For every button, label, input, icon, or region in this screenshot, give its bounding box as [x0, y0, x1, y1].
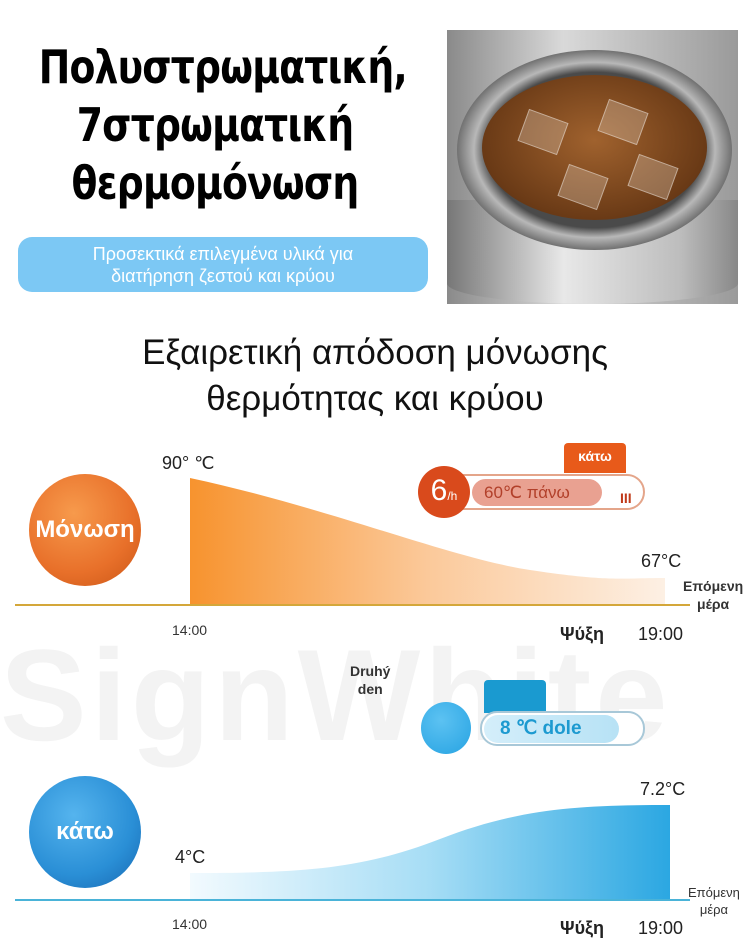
hot-end-temp: 67°C: [641, 551, 682, 571]
coffee-liquid: [482, 75, 707, 220]
pill-line: Προσεκτικά επιλεγμένα υλικά για: [92, 244, 354, 264]
cold-area-series: [190, 805, 670, 899]
circle-label: Μόνωση: [35, 516, 135, 543]
next-day-line: μέρα: [699, 902, 729, 917]
cold-end-time: 19:00: [638, 918, 684, 938]
second-day-label: Druhý den: [350, 662, 390, 698]
next-day-line: Επόμενη: [683, 578, 744, 594]
next-day-line: Επόμενη: [688, 885, 740, 900]
insulation-circle: Μόνωση: [29, 474, 141, 586]
title-line: 7στρωματική: [76, 98, 354, 152]
pill-line: διατήρηση ζεστού και κρύου: [111, 266, 335, 286]
rate-unit: /h: [447, 489, 458, 503]
cold-start-time: 14:00: [172, 916, 208, 932]
heading-line: θερμότητας και κρύου: [206, 379, 544, 418]
hot-start-time: 14:00: [172, 622, 208, 638]
title-line: Πολυστρωματική,: [38, 40, 408, 94]
cold-end-temp: 7.2°C: [640, 779, 686, 799]
cold-circle: κάτω: [29, 776, 141, 888]
hot-badge-pill: 60℃ πάνω III: [440, 474, 645, 510]
hot-end-time: 19:00: [638, 624, 684, 644]
day-line: den: [357, 681, 383, 697]
cold-badge-pill: 8 ℃ dole: [480, 711, 645, 746]
level-marks-icon: III: [620, 490, 632, 506]
hot-badge-tab: κάτω: [564, 443, 626, 473]
cold-badge-tab: [484, 680, 546, 713]
title-line: θερμομόνωση: [71, 156, 360, 210]
rate-circle: 6/h: [418, 466, 470, 518]
cold-start-temp: 4°C: [175, 847, 206, 867]
cold-next-day: Επόμενη μέρα: [688, 884, 740, 918]
circle-label: κάτω: [56, 818, 114, 845]
heading-line: Εξαιρετική απόδοση μόνωσης: [142, 333, 608, 372]
rate-value: 6: [430, 474, 448, 507]
day-line: Druhý: [350, 663, 391, 679]
next-day-line: μέρα: [697, 596, 730, 612]
hot-cooling-label: Ψύξη: [560, 624, 605, 644]
cold-dot-icon: [421, 702, 471, 754]
hot-badge-value: 60℃ πάνω: [472, 479, 602, 506]
hot-start-temp: 90° ℃: [162, 453, 215, 473]
section-heading: Εξαιρετική απόδοση μόνωσης θερμότητας κα…: [0, 330, 750, 422]
cold-cooling-label: Ψύξη: [560, 918, 605, 938]
cold-badge-value: 8 ℃ dole: [484, 715, 619, 743]
hot-next-day: Επόμενη μέρα: [683, 577, 743, 613]
main-title: Πολυστρωματική, 7στρωματική θερμομόνωση: [38, 38, 408, 212]
product-photo: [447, 30, 738, 304]
hot-area-series: [190, 478, 665, 604]
subtitle-pill: Προσεκτικά επιλεγμένα υλικά για διατήρησ…: [18, 237, 428, 292]
